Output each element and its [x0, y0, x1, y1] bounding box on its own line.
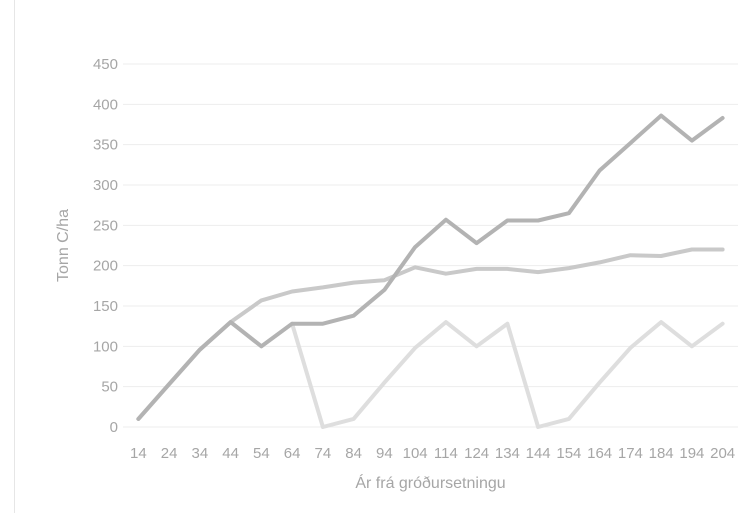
chart-frame: 0 50 100 150 200 250 300 350 400 450 14 24 34 44 54 64…: [14, 0, 741, 513]
x-tick-label: 134: [495, 445, 520, 462]
y-tick-label: 0: [110, 419, 118, 436]
x-tick-label: 104: [403, 445, 428, 462]
x-tick-label: 94: [376, 445, 393, 462]
series-line-3: [136, 320, 725, 429]
line-chart: 0 50 100 150 200 250 300 350 400 450 14 24 34 44 54 64…: [55, 56, 738, 492]
y-tick-label: 200: [93, 258, 118, 275]
y-tick-label: 50: [101, 379, 118, 396]
y-tick-label: 350: [93, 137, 118, 154]
x-tick-label: 164: [587, 445, 612, 462]
x-tick-label: 174: [618, 445, 643, 462]
x-tick-label: 124: [464, 445, 489, 462]
x-tick-label: 84: [345, 445, 362, 462]
series-lines: [136, 113, 725, 429]
x-axis-ticks: 14 24 34 44 54 64 74 84 94 104 114 124 134 144 154 164 1…: [130, 445, 735, 462]
x-tick-label: 54: [253, 445, 270, 462]
x-tick-label: 184: [649, 445, 674, 462]
y-axis-ticks: 0 50 100 150 200 250 300 350 400 450: [93, 56, 118, 436]
x-tick-label: 34: [192, 445, 209, 462]
gridlines: [123, 63, 738, 428]
x-tick-label: 204: [710, 445, 735, 462]
y-tick-label: 450: [93, 56, 118, 73]
x-axis-title: Ár frá gróðursetningu: [355, 473, 505, 492]
y-tick-label: 250: [93, 217, 118, 234]
x-tick-label: 24: [161, 445, 178, 462]
y-axis-title: Tonn C/ha: [55, 209, 72, 282]
x-tick-label: 14: [130, 445, 147, 462]
series-line-2: [136, 247, 725, 421]
x-tick-label: 144: [526, 445, 551, 462]
x-tick-label: 64: [284, 445, 301, 462]
x-tick-label: 154: [556, 445, 581, 462]
x-tick-label: 74: [315, 445, 332, 462]
x-tick-label: 194: [679, 445, 704, 462]
y-tick-label: 300: [93, 177, 118, 194]
y-tick-label: 400: [93, 96, 118, 113]
x-tick-label: 114: [434, 445, 458, 462]
series-line-1: [136, 113, 725, 421]
y-tick-label: 100: [93, 338, 118, 355]
x-tick-label: 44: [222, 445, 239, 462]
y-tick-label: 150: [93, 298, 118, 315]
